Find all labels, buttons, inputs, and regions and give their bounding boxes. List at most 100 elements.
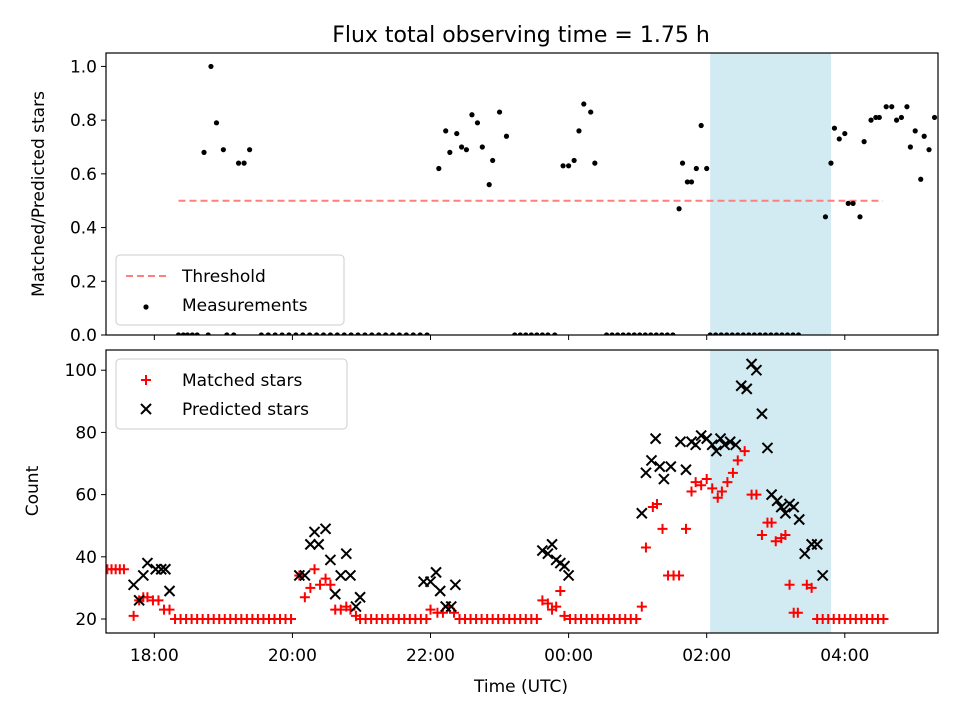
data-point: [571, 157, 577, 164]
observing-window-span: [710, 350, 831, 633]
data-point: [469, 112, 475, 118]
bottom-y-axis-label: Count: [23, 465, 43, 516]
data-point: [790, 332, 796, 335]
data-point: [449, 579, 462, 591]
data-point: [676, 206, 682, 212]
legend-x-swatch: [140, 403, 152, 415]
data-point: [153, 595, 164, 606]
data-point: [757, 332, 763, 335]
data-point: [806, 582, 817, 593]
data-point: [836, 136, 842, 142]
data-point: [552, 332, 558, 335]
data-point: [576, 128, 582, 134]
legend-dot-swatch: [143, 304, 149, 310]
legend-label: Measurements: [182, 296, 308, 316]
data-point: [512, 332, 518, 335]
data-point: [718, 332, 724, 335]
data-point: [735, 380, 747, 392]
data-point: [355, 332, 361, 335]
data-point: [878, 614, 889, 625]
data-point: [649, 432, 662, 445]
data-point: [592, 160, 598, 166]
y-tick-label: 100: [65, 361, 97, 381]
data-point: [496, 109, 503, 115]
data-point: [286, 332, 292, 335]
data-point: [194, 332, 200, 335]
data-point: [189, 332, 195, 335]
data-point: [893, 117, 900, 123]
data-point: [883, 104, 889, 110]
data-point: [665, 460, 677, 473]
data-point: [560, 163, 566, 169]
data-point: [724, 332, 730, 335]
data-point: [164, 604, 175, 615]
data-point: [344, 569, 357, 582]
x-tick-label: 20:00: [268, 646, 317, 666]
data-point: [907, 144, 913, 150]
legend-plus-swatch: [141, 375, 151, 385]
data-point: [651, 498, 662, 509]
data-point: [768, 332, 774, 335]
x-tick-label: 18:00: [130, 646, 179, 666]
data-point: [424, 332, 430, 335]
data-point: [458, 144, 465, 150]
data-point: [735, 332, 741, 335]
data-point: [445, 600, 457, 613]
data-point: [918, 176, 924, 182]
data-point: [779, 332, 785, 335]
data-point: [159, 563, 172, 575]
data-point: [793, 513, 805, 526]
data-point: [528, 332, 534, 335]
data-point: [603, 332, 610, 335]
data-point: [307, 332, 313, 335]
y-tick-label: 0.0: [70, 326, 97, 346]
data-point: [309, 564, 320, 575]
data-point: [536, 544, 549, 557]
data-point: [155, 563, 167, 575]
data-point: [383, 332, 389, 335]
data-point: [636, 601, 647, 612]
data-point: [293, 332, 299, 335]
x-tick-label: 22:00: [406, 646, 455, 666]
y-tick-label: 0.4: [70, 219, 97, 239]
x-tick-label: 02:00: [682, 646, 731, 666]
data-point: [912, 128, 918, 134]
data-point: [537, 595, 548, 606]
data-point: [127, 579, 140, 591]
data-point: [434, 585, 446, 597]
y-tick-label: 0.8: [70, 111, 97, 131]
data-point: [389, 332, 396, 335]
data-point: [558, 560, 571, 572]
data-point: [539, 332, 545, 335]
data-point: [690, 477, 701, 488]
data-point: [312, 538, 325, 551]
data-point: [348, 332, 354, 335]
data-point: [706, 439, 718, 451]
data-point: [712, 492, 723, 503]
data-point: [751, 489, 762, 500]
top-y-axis-label: Matched/Predicted stars: [29, 91, 49, 297]
data-point: [787, 501, 800, 513]
data-point: [447, 149, 453, 155]
data-point: [695, 429, 707, 442]
data-point: [503, 133, 510, 139]
y-tick-label: 40: [75, 548, 97, 568]
data-point: [486, 182, 492, 188]
data-point: [637, 332, 643, 335]
data-point: [701, 474, 712, 485]
data-point: [751, 332, 757, 335]
data-point: [133, 594, 145, 607]
data-point: [258, 332, 264, 335]
data-point: [680, 464, 692, 476]
data-point: [265, 332, 271, 335]
data-point: [729, 332, 735, 335]
data-point: [324, 554, 337, 566]
data-point: [631, 332, 637, 335]
data-point: [534, 332, 540, 335]
data-point: [636, 507, 648, 519]
data-point: [756, 408, 768, 420]
y-tick-label: 1.0: [70, 57, 97, 77]
data-point: [208, 63, 214, 70]
data-point: [762, 332, 768, 335]
data-point: [436, 165, 442, 172]
